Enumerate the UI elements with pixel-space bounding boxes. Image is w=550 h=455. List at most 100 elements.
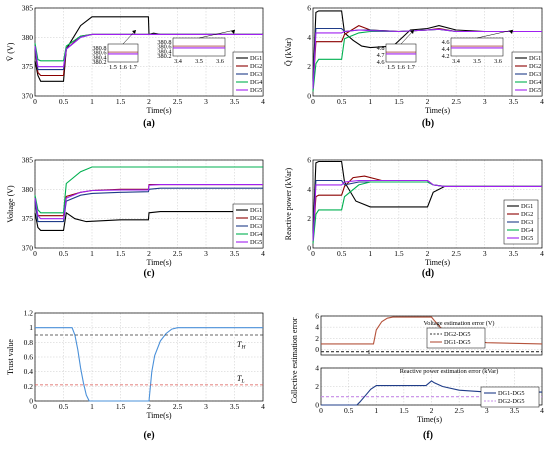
panel-caption: (e) bbox=[143, 430, 154, 441]
inset-arrowhead bbox=[231, 30, 235, 34]
x-tick-label: 2.5 bbox=[451, 97, 461, 106]
y-tick-label: 0 bbox=[307, 92, 311, 101]
legend-label: DG1-DG5 bbox=[444, 339, 471, 346]
legend-label: DG2 bbox=[250, 63, 262, 70]
x-tick-label: 3.5 bbox=[230, 402, 240, 411]
inset-1: 4.84.74.61.5 1.6 1.7 bbox=[377, 29, 417, 71]
inset-y-tick: 4.4 bbox=[442, 46, 451, 53]
y-tick-label: 6 bbox=[307, 4, 311, 13]
inset-y-tick: 4.6 bbox=[377, 59, 385, 66]
panel-caption: (f) bbox=[423, 430, 433, 441]
inset-x-tick: 3.6 bbox=[216, 58, 224, 65]
subplot-title: Voltage estimation error (V) bbox=[423, 320, 494, 327]
inset-pointer bbox=[476, 29, 514, 39]
y-axis-label: Trust value bbox=[6, 339, 15, 375]
y-tick-label: 4 bbox=[307, 185, 311, 194]
y-tick-label: 385 bbox=[22, 4, 34, 13]
legend-label: DG2 bbox=[521, 211, 533, 218]
legend-box bbox=[426, 327, 486, 349]
y-tick-label: 2 bbox=[315, 382, 319, 391]
inset-y-tick: 380.2 bbox=[157, 53, 171, 60]
inset-frame bbox=[385, 43, 417, 63]
inset-y-tick: 380.8 bbox=[157, 39, 171, 46]
x-tick-label: 0.5 bbox=[337, 249, 347, 258]
inset-x-tick: 3.6 bbox=[494, 58, 502, 65]
inset-y-tick: 4.6 bbox=[442, 39, 450, 46]
axis-frame bbox=[320, 367, 543, 406]
x-tick-label: 1.5 bbox=[399, 406, 409, 415]
y-tick-label: 4 bbox=[307, 33, 311, 42]
legend-label: DG5 bbox=[250, 239, 262, 246]
y-tick-label: 4 bbox=[315, 323, 319, 332]
legend-label: DG1 bbox=[521, 203, 533, 210]
series-line-DG3 bbox=[34, 187, 263, 223]
x-tick-label: 3 bbox=[204, 97, 208, 106]
y-tick-label: 0 bbox=[29, 397, 33, 406]
y-tick-label: 0.8 bbox=[24, 338, 34, 347]
inset-frame bbox=[172, 37, 226, 57]
y-axis-label: Q̄ (kVar) bbox=[284, 38, 293, 67]
x-tick-label: 2 bbox=[426, 249, 430, 258]
y-tick-label: 4 bbox=[315, 364, 319, 373]
x-tick-label: 4 bbox=[261, 97, 265, 106]
x-axis-label: Time(s) bbox=[425, 258, 450, 267]
y-tick-label: 0 bbox=[307, 244, 311, 253]
x-tick-label: 1.5 bbox=[116, 402, 126, 411]
x-tick-label: 3 bbox=[204, 249, 208, 258]
x-tick-label: 4 bbox=[540, 249, 544, 258]
legend-label: DG3 bbox=[250, 71, 262, 78]
inset-y-tick: 380.4 bbox=[157, 48, 172, 55]
inset-frame bbox=[450, 37, 504, 57]
legend-label: DG2-DG5 bbox=[498, 398, 525, 405]
x-tick-label: 1.5 bbox=[116, 249, 126, 258]
y-tick-label: 0 bbox=[315, 401, 319, 410]
inset-y-tick: 380.8 bbox=[92, 45, 106, 52]
series-line-DG5 bbox=[34, 184, 263, 220]
x-tick-label: 2 bbox=[147, 97, 151, 106]
y-axis-label: Voltage (V) bbox=[6, 185, 15, 223]
x-tick-label: 2 bbox=[426, 97, 430, 106]
panel-f-bot: 0 0.5 1 1.5 2 2.5 3 3.5 4 0 2 4 Reactive power estim… bbox=[290, 317, 544, 441]
legend-box bbox=[480, 386, 540, 408]
x-tick-label: 3.5 bbox=[230, 97, 240, 106]
legend-label: DG1 bbox=[250, 55, 262, 62]
panel-c: 0 0.5 1 1.5 2 2.5 3 3.5 4 370 375 380 385 Time(s) Volt… bbox=[6, 156, 265, 280]
inset-y-tick: 380.6 bbox=[92, 50, 106, 57]
y-tick-label: 385 bbox=[22, 156, 34, 165]
legend-label: DG4 bbox=[250, 79, 263, 86]
x-axis-label: Time(s) bbox=[425, 106, 450, 115]
panel-caption: (b) bbox=[422, 118, 434, 129]
legend-label: DG2 bbox=[250, 215, 262, 222]
y-tick-label: 0.2 bbox=[24, 382, 34, 391]
x-tick-label: 1.5 bbox=[394, 249, 404, 258]
axis-frame bbox=[312, 159, 543, 249]
y-tick-label: 370 bbox=[22, 244, 34, 253]
inset-y-tick: 380.6 bbox=[157, 44, 171, 51]
series-line-DG5 bbox=[34, 33, 263, 68]
inset-x-tick: 1.6 bbox=[119, 64, 127, 71]
y-tick-label: 380 bbox=[22, 185, 34, 194]
inset-x-tick: 1.6 bbox=[397, 64, 405, 71]
y-tick-label: 2 bbox=[307, 62, 311, 71]
subplot-title: Reactive power estimation error (kVar) bbox=[400, 368, 499, 375]
x-tick-label: 1.5 bbox=[394, 97, 404, 106]
inset-x-tick: 1.7 bbox=[407, 64, 415, 71]
series-line-DG1-DG5 bbox=[321, 380, 542, 406]
legend-label: DG4 bbox=[529, 79, 542, 86]
x-tick-label: 0 bbox=[33, 249, 37, 258]
x-axis-label: Time(s) bbox=[146, 106, 171, 115]
x-tick-label: 1 bbox=[368, 249, 372, 258]
x-tick-label: 3 bbox=[204, 402, 208, 411]
x-tick-label: 1.5 bbox=[116, 97, 126, 106]
inset-pointer bbox=[198, 29, 236, 39]
x-tick-label: 0.5 bbox=[59, 249, 69, 258]
x-tick-label: 2.5 bbox=[454, 406, 464, 415]
inset-y-tick: 380.2 bbox=[92, 59, 106, 66]
y-axis-label: V̄ (V) bbox=[6, 42, 15, 61]
panel-caption: (c) bbox=[143, 268, 154, 279]
